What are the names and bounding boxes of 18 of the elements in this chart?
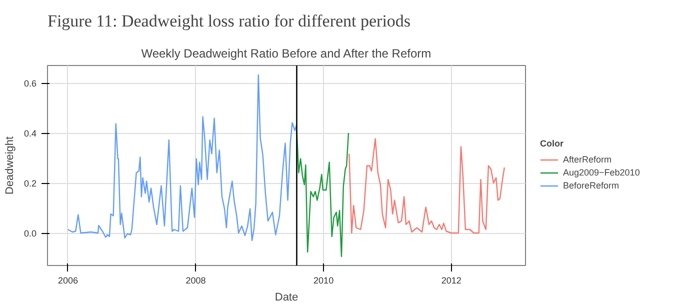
line-series [67,74,298,242]
x-tick-label: 2008 [186,276,206,286]
chart-subtitle: Weekly Deadweight Ratio Before and After the Reform [141,46,432,60]
legend-title: Color [540,138,564,148]
y-tick-label: 0.4 [24,128,37,138]
legend-label: AfterReform [563,154,612,166]
x-tick-label: 2006 [58,276,78,286]
legend-label: BeforeReform [563,180,620,192]
x-tick-label: 2010 [314,276,334,286]
y-tick-label: 0.2 [24,178,37,188]
y-tick-label: 0.0 [24,228,37,238]
line-series [348,138,506,234]
legend-label: Aug2009−Feb2010 [563,166,640,178]
y-axis-title: Deadweight [4,136,16,195]
x-tick-label: 2012 [441,276,462,286]
y-tick-label: 0.6 [24,78,37,88]
x-axis-title: Date [274,292,298,304]
chart-title: Figure 11: Deadweight loss ratio for different periods [48,12,411,30]
